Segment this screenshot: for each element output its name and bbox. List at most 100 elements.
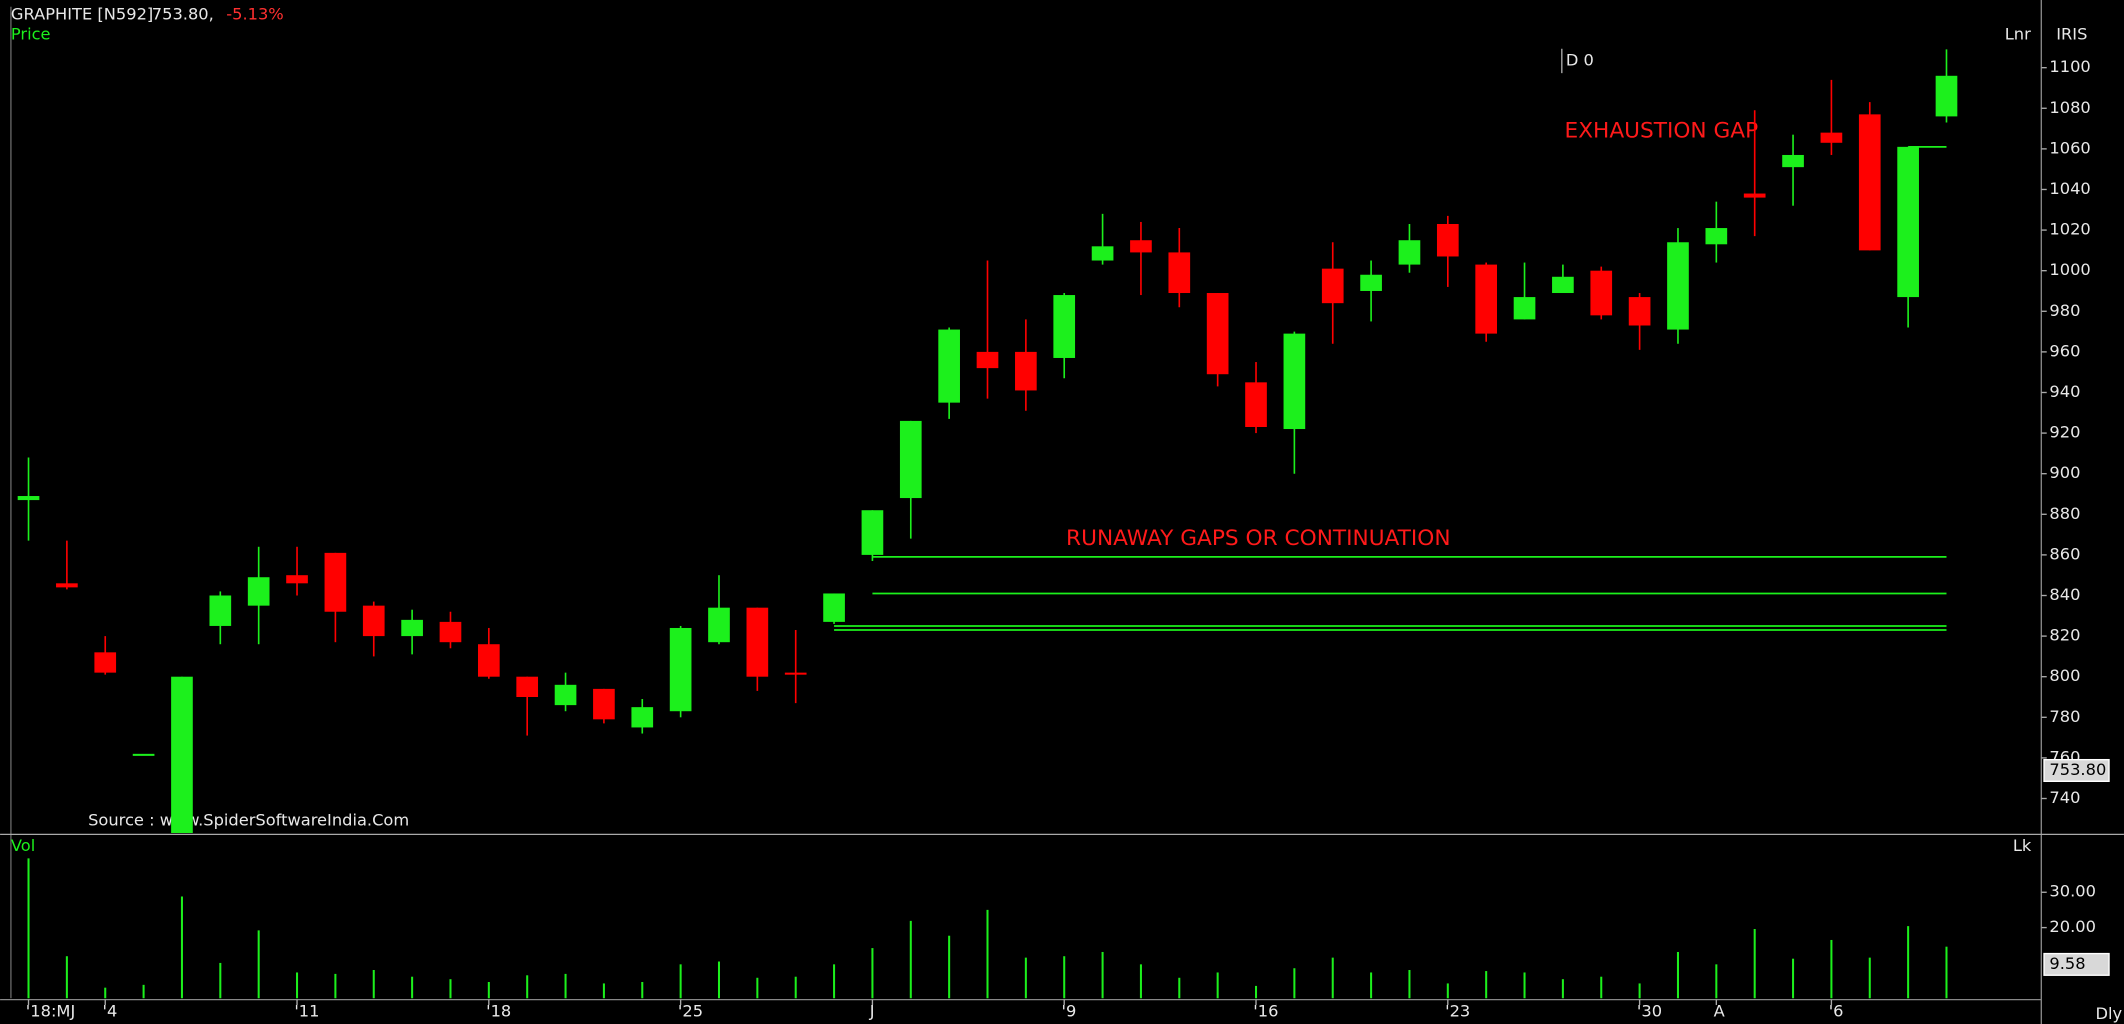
candle-body [17,496,40,501]
x-tick-label: '6 [1829,1001,1844,1020]
y-tick-label: 860 [2049,544,2080,563]
candle-body [899,420,922,499]
series-label: Price [11,25,51,44]
candle-body [1168,252,1191,294]
chart-title: GRAPHITE [N592] [11,4,153,23]
candle-body [823,593,845,622]
candle-body [1782,154,1804,168]
candle-body [171,676,193,834]
candle-body [631,707,654,728]
candle-body [708,607,730,643]
y-tick-label: 1000 [2049,260,2090,279]
candle-body [324,552,347,612]
candle-body [784,672,807,675]
candle-body [1053,295,1076,358]
candle-body [593,688,615,720]
candle-body [401,619,423,637]
candle-body [1436,223,1459,257]
period-label: Dly [2095,1004,2122,1023]
price-plot [17,49,1958,834]
candle-body [1820,132,1843,143]
last-volume-label: 9.58 [2049,954,2085,973]
candle-body [1897,146,1919,298]
candle-body [1398,240,1421,265]
candle-body [1283,333,1306,430]
volume-tick-label: 30.00 [2049,882,2096,901]
source: Source : www.SpiderSoftwareIndia.Com [88,810,409,829]
y-tick-label: 1100 [2049,57,2090,76]
candle-body [1552,276,1574,294]
candle-body [1743,193,1766,198]
x-tick-label: A [1714,1001,1725,1020]
candle-body [1513,297,1536,320]
y-tick-label: 980 [2049,301,2080,320]
y-tick-label: 940 [2049,382,2080,401]
y-tick-label: 740 [2049,788,2080,807]
change-text: -5.13% [226,4,284,23]
scale-label: Lnr [2005,25,2031,44]
price-text: 753.80, [152,4,214,23]
y-tick-label: 960 [2049,341,2080,360]
candle-body [477,644,500,677]
candle-body [976,351,999,369]
y-tick-label: 820 [2049,626,2080,645]
x-tick-label: '16 [1253,1001,1278,1020]
candle-body [669,627,692,712]
last-price-label-box [2043,758,2110,783]
candle-body [1858,114,1881,251]
candle-body [938,329,960,403]
candle-body [1705,228,1728,245]
indicator-label: IRIS [2056,25,2087,44]
x-tick-label: '25 [678,1001,703,1020]
annotation: RUNAWAY GAPS OR CONTINUATION [1066,526,1451,551]
y-tick-label: 780 [2049,707,2080,726]
candle-body [1475,264,1498,334]
cursor-label: D 0 [1566,50,1594,69]
candle-body [132,753,155,756]
x-tick-label: '9 [1062,1001,1077,1020]
candle-body [516,676,539,698]
candle-body [286,575,308,584]
x-tick-label: '4 [103,1001,118,1020]
y-tick-label: 1080 [2049,98,2090,117]
candle-body [746,607,769,677]
x-tick-label: J [869,1001,875,1020]
volume-tick-label: 20.00 [2049,917,2096,936]
candle-body [1206,293,1229,375]
volume-label: Vol [11,836,35,855]
candle-body [56,583,78,588]
candle-body [1321,268,1344,304]
y-tick-label: 1040 [2049,179,2090,198]
candle-body [1015,351,1037,391]
last-price-label: 753.80 [2049,760,2106,779]
candle-body [94,652,117,673]
y-tick-label: 880 [2049,504,2080,523]
candle-body [554,684,577,706]
last-volume-label-box [2043,952,2110,976]
x-tick-label: '23 [1445,1001,1470,1020]
candle-body [1245,382,1267,427]
y-tick-label: 1020 [2049,220,2090,239]
volume-unit: Lk [2013,836,2032,855]
candle-body [362,605,385,637]
candle-body [439,621,462,643]
annotation: EXHAUSTION GAP [1565,118,1759,143]
candle-body [209,595,232,626]
x-tick-label: '18:MJ [26,1001,75,1020]
y-tick-label: 800 [2049,666,2080,685]
x-tick-label: '11 [294,1001,319,1020]
x-tick-label: '18 [486,1001,511,1020]
candle-body [1130,240,1152,253]
candle-body [1590,270,1613,316]
y-tick-label: 900 [2049,463,2080,482]
y-tick-label: 920 [2049,423,2080,442]
candle-body [1091,246,1114,261]
candle-body [861,510,884,555]
x-tick-label: '30 [1637,1001,1662,1020]
candle-body [247,577,270,606]
y-tick-label: 840 [2049,585,2080,604]
candle-body [1667,242,1689,330]
candle-body [1935,75,1958,117]
